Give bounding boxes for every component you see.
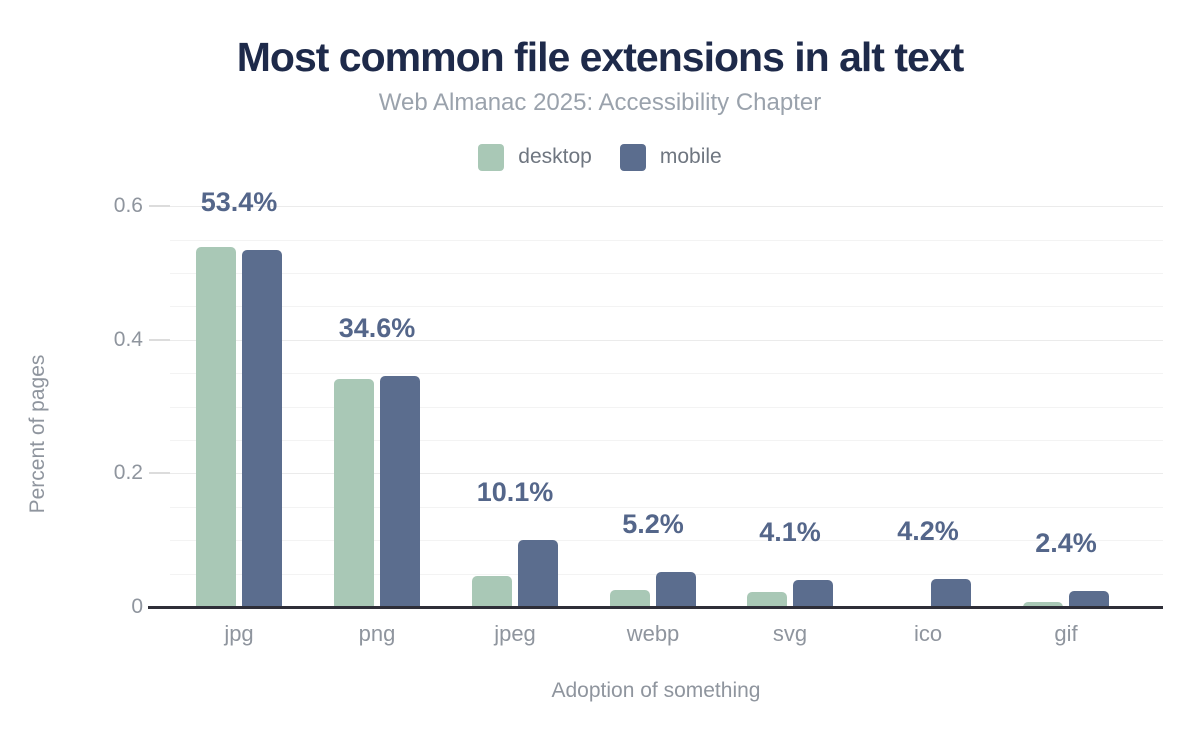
- bar-mobile-jpeg: [518, 540, 558, 607]
- bar-mobile-ico: [931, 579, 971, 607]
- x-tick-label-webp: webp: [626, 621, 680, 646]
- value-label-svg: 4.1%: [759, 517, 821, 547]
- value-label-webp: 5.2%: [622, 509, 684, 539]
- bar-mobile-svg: [793, 580, 833, 607]
- value-label-gif: 2.4%: [1035, 528, 1097, 558]
- legend-label-desktop: desktop: [518, 145, 592, 168]
- legend-item-desktop[interactable]: desktop: [478, 143, 592, 171]
- x-tick-label-jpeg: jpeg: [494, 621, 536, 646]
- chart-title: Most common file extensions in alt text: [236, 34, 964, 80]
- value-label-jpeg: 10.1%: [476, 477, 554, 507]
- major-gridline: [170, 206, 1163, 208]
- minor-gridline: [170, 373, 1163, 375]
- desktop-swatch-icon: [478, 143, 505, 171]
- bar-desktop-png: [334, 379, 374, 607]
- y-tick-icon: [149, 472, 170, 475]
- y-tick-label: 0.6: [113, 194, 143, 218]
- y-tick-label: 0: [131, 595, 143, 618]
- major-gridline: [170, 339, 1163, 341]
- x-axis-line: [148, 606, 1163, 609]
- y-tick-label: 0.2: [113, 461, 143, 485]
- minor-gridline: [170, 239, 1163, 241]
- mobile-swatch-icon: [619, 143, 646, 171]
- y-tick-icon: [149, 338, 170, 341]
- x-tick-label-gif: gif: [1054, 621, 1078, 646]
- legend-item-mobile[interactable]: mobile: [619, 143, 722, 171]
- legend-label-mobile: mobile: [659, 145, 722, 168]
- minor-gridline: [170, 506, 1163, 508]
- x-axis-title: Adoption of something: [551, 679, 761, 702]
- bar-mobile-jpg: [242, 250, 282, 607]
- y-tick-icon: [149, 205, 170, 208]
- bar-desktop-svg: [747, 592, 787, 607]
- bar-mobile-webp: [656, 572, 696, 607]
- legend: desktop mobile: [0, 141, 1200, 173]
- bar-desktop-webp: [610, 590, 650, 607]
- major-gridline: [170, 473, 1163, 475]
- minor-gridline: [170, 273, 1163, 274]
- y-axis-title: Percent of pages: [26, 354, 49, 514]
- minor-gridline: [170, 440, 1163, 441]
- minor-gridline: [170, 406, 1163, 408]
- bar-mobile-gif: [1069, 591, 1109, 607]
- x-tick-label-ico: ico: [913, 621, 943, 646]
- value-label-jpg: 53.4%: [200, 187, 278, 217]
- bar-desktop-jpeg: [472, 576, 512, 607]
- x-tick-label-svg: svg: [772, 621, 808, 646]
- bar-mobile-png: [380, 376, 420, 607]
- bar-desktop-jpg: [196, 247, 236, 607]
- value-label-png: 34.6%: [338, 313, 416, 343]
- y-tick-label: 0.4: [113, 327, 143, 351]
- x-tick-label-jpg: jpg: [224, 621, 254, 646]
- x-tick-label-png: png: [358, 621, 396, 646]
- minor-gridline: [170, 306, 1163, 308]
- value-label-ico: 4.2%: [897, 516, 959, 546]
- chart-subtitle: Web Almanac 2025: Accessibility Chapter: [378, 89, 822, 116]
- minor-gridline: [170, 540, 1163, 542]
- bar-desktop-gif: [1023, 602, 1063, 607]
